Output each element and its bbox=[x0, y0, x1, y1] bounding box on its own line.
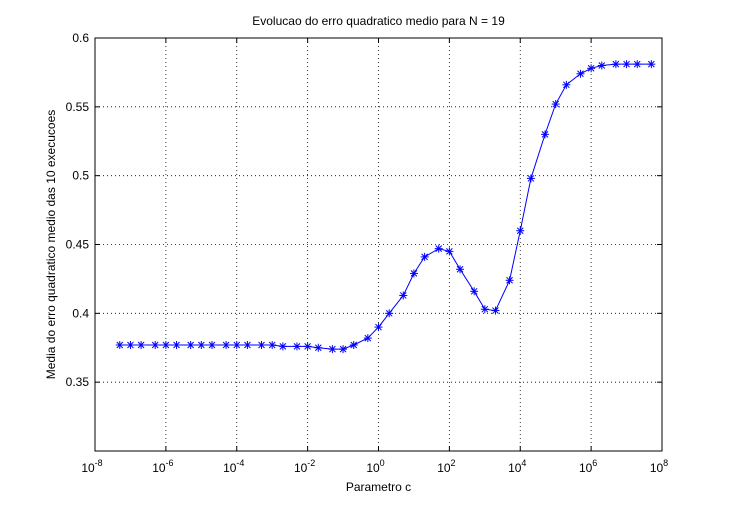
data-point-marker bbox=[611, 60, 620, 69]
data-point-marker bbox=[363, 334, 372, 343]
data-point-marker bbox=[126, 341, 135, 349]
data-point-marker bbox=[232, 341, 241, 349]
y-tick-label: 0.35 bbox=[66, 375, 90, 389]
data-point-marker bbox=[303, 342, 312, 351]
data-point-marker bbox=[576, 69, 585, 78]
y-tick-label: 0.4 bbox=[72, 306, 89, 320]
data-point-marker bbox=[374, 323, 383, 332]
series-polyline bbox=[119, 63, 652, 350]
data-point-marker bbox=[587, 64, 596, 73]
data-point-marker bbox=[541, 130, 550, 139]
data-point-marker bbox=[328, 345, 337, 354]
data-point-marker bbox=[420, 252, 429, 261]
data-point-marker bbox=[278, 342, 287, 351]
data-point-marker bbox=[470, 287, 479, 296]
data-point-marker bbox=[115, 341, 124, 349]
data-point-marker bbox=[491, 306, 500, 315]
data-point-marker bbox=[161, 341, 170, 349]
data-point-marker bbox=[137, 341, 146, 349]
y-tick-label: 0.5 bbox=[72, 169, 89, 183]
series-markers bbox=[115, 60, 656, 354]
data-point-marker bbox=[186, 341, 195, 349]
data-point-marker bbox=[243, 341, 252, 349]
y-axis-ticks: 0.35 0.4 0.45 0.5 0.55 0.6 bbox=[66, 31, 662, 389]
data-point-marker bbox=[434, 244, 443, 253]
data-point-marker bbox=[222, 341, 231, 349]
data-point-marker bbox=[385, 309, 394, 318]
data-point-marker bbox=[399, 291, 408, 300]
grid-lines bbox=[95, 38, 662, 451]
data-point-marker bbox=[349, 341, 358, 349]
data-point-marker bbox=[314, 343, 323, 352]
y-tick-label: 0.55 bbox=[66, 100, 90, 114]
data-point-marker bbox=[551, 100, 560, 109]
data-point-marker bbox=[505, 276, 514, 285]
data-point-marker bbox=[622, 60, 631, 69]
data-point-marker bbox=[292, 342, 301, 351]
data-point-marker bbox=[647, 60, 656, 69]
data-point-marker bbox=[445, 247, 454, 256]
data-point-marker bbox=[268, 341, 277, 349]
data-point-marker bbox=[633, 60, 642, 69]
data-point-marker bbox=[197, 341, 206, 349]
data-point-marker bbox=[257, 341, 266, 349]
data-point-marker bbox=[456, 265, 465, 274]
plot-area bbox=[95, 38, 662, 451]
series-line bbox=[119, 63, 652, 350]
y-tick-label: 0.45 bbox=[66, 238, 90, 252]
data-point-marker bbox=[172, 341, 181, 349]
data-point-marker bbox=[562, 80, 571, 89]
data-point-marker bbox=[597, 61, 606, 70]
data-point-marker bbox=[339, 345, 348, 354]
data-point-marker bbox=[526, 174, 535, 183]
data-point-marker bbox=[409, 269, 418, 278]
x-axis-label: Parametro c bbox=[346, 480, 411, 494]
data-point-marker bbox=[480, 305, 489, 314]
data-point-marker bbox=[207, 341, 216, 349]
data-point-marker bbox=[151, 341, 160, 349]
y-axis-label: Media do erro quadratico medio das 10 ex… bbox=[44, 110, 58, 380]
data-point-marker bbox=[516, 226, 525, 235]
chart-title: Evolucao do erro quadratico medio para N… bbox=[252, 14, 505, 28]
y-tick-label: 0.6 bbox=[72, 31, 89, 45]
